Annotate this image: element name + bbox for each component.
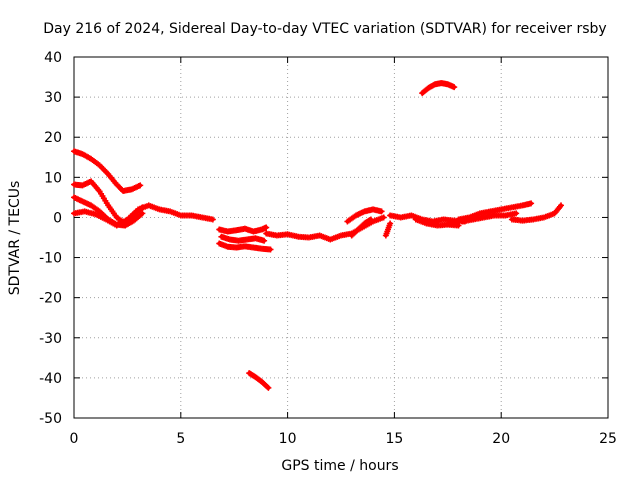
x-tick-label: 5 bbox=[176, 431, 185, 447]
data-point bbox=[378, 208, 385, 215]
data-point bbox=[528, 200, 535, 207]
tick-labels: 0 5 10 15 20 25 -50 -40 -30 -20 -10 0 10 20 30 40 bbox=[39, 50, 617, 447]
y-tick-label: -50 bbox=[39, 411, 62, 427]
series-track-q bbox=[459, 210, 520, 225]
data-point bbox=[265, 384, 272, 391]
data-point bbox=[137, 182, 144, 189]
data-point bbox=[451, 84, 458, 91]
data-point bbox=[367, 216, 374, 223]
grid-lines bbox=[74, 57, 608, 418]
series-track-d bbox=[71, 202, 216, 229]
y-tick-label: -20 bbox=[39, 291, 62, 307]
series-track-a bbox=[71, 148, 144, 194]
data-point bbox=[139, 210, 146, 217]
series-track-k bbox=[348, 216, 374, 239]
data-point bbox=[387, 220, 394, 227]
series-track-c bbox=[71, 194, 146, 229]
data-point bbox=[558, 202, 565, 209]
plot-frame bbox=[73, 56, 609, 419]
y-tick-label: 30 bbox=[44, 90, 62, 106]
series-track-n bbox=[412, 216, 462, 229]
chart-title: Day 216 of 2024, Sidereal Day-to-day VTE… bbox=[43, 21, 606, 37]
y-tick-label: 20 bbox=[44, 130, 62, 146]
x-tick-label: 10 bbox=[279, 431, 297, 447]
y-tick-label: -40 bbox=[39, 371, 62, 387]
series-track-g bbox=[218, 233, 268, 244]
data-point bbox=[209, 216, 216, 223]
data-point bbox=[455, 222, 462, 229]
data-marks bbox=[71, 80, 565, 391]
y-axis-label: SDTVAR / TECUs bbox=[7, 181, 23, 296]
axis-ticks bbox=[73, 56, 609, 419]
series-track-f bbox=[216, 240, 274, 253]
y-tick-label: 40 bbox=[44, 50, 62, 66]
x-tick-label: 0 bbox=[70, 431, 79, 447]
x-tick-label: 20 bbox=[492, 431, 510, 447]
y-tick-label: 10 bbox=[44, 170, 62, 186]
data-point bbox=[263, 224, 270, 231]
y-tick-label: -30 bbox=[39, 331, 62, 347]
data-point bbox=[267, 246, 274, 253]
x-tick-label: 25 bbox=[599, 431, 617, 447]
series-track-e bbox=[216, 224, 270, 235]
x-tick-label: 15 bbox=[385, 431, 403, 447]
data-point bbox=[264, 383, 271, 390]
data-point bbox=[380, 214, 387, 221]
series-track-h bbox=[246, 370, 272, 391]
y-tick-label: 0 bbox=[53, 210, 62, 226]
series-track-l bbox=[382, 220, 394, 239]
series-track-j bbox=[344, 206, 385, 225]
series-track-r bbox=[508, 202, 565, 224]
series-track-o bbox=[419, 80, 458, 97]
data-point bbox=[261, 237, 268, 244]
x-axis-label: GPS time / hours bbox=[281, 458, 398, 474]
y-tick-label: -10 bbox=[39, 251, 62, 267]
data-point bbox=[513, 210, 520, 217]
